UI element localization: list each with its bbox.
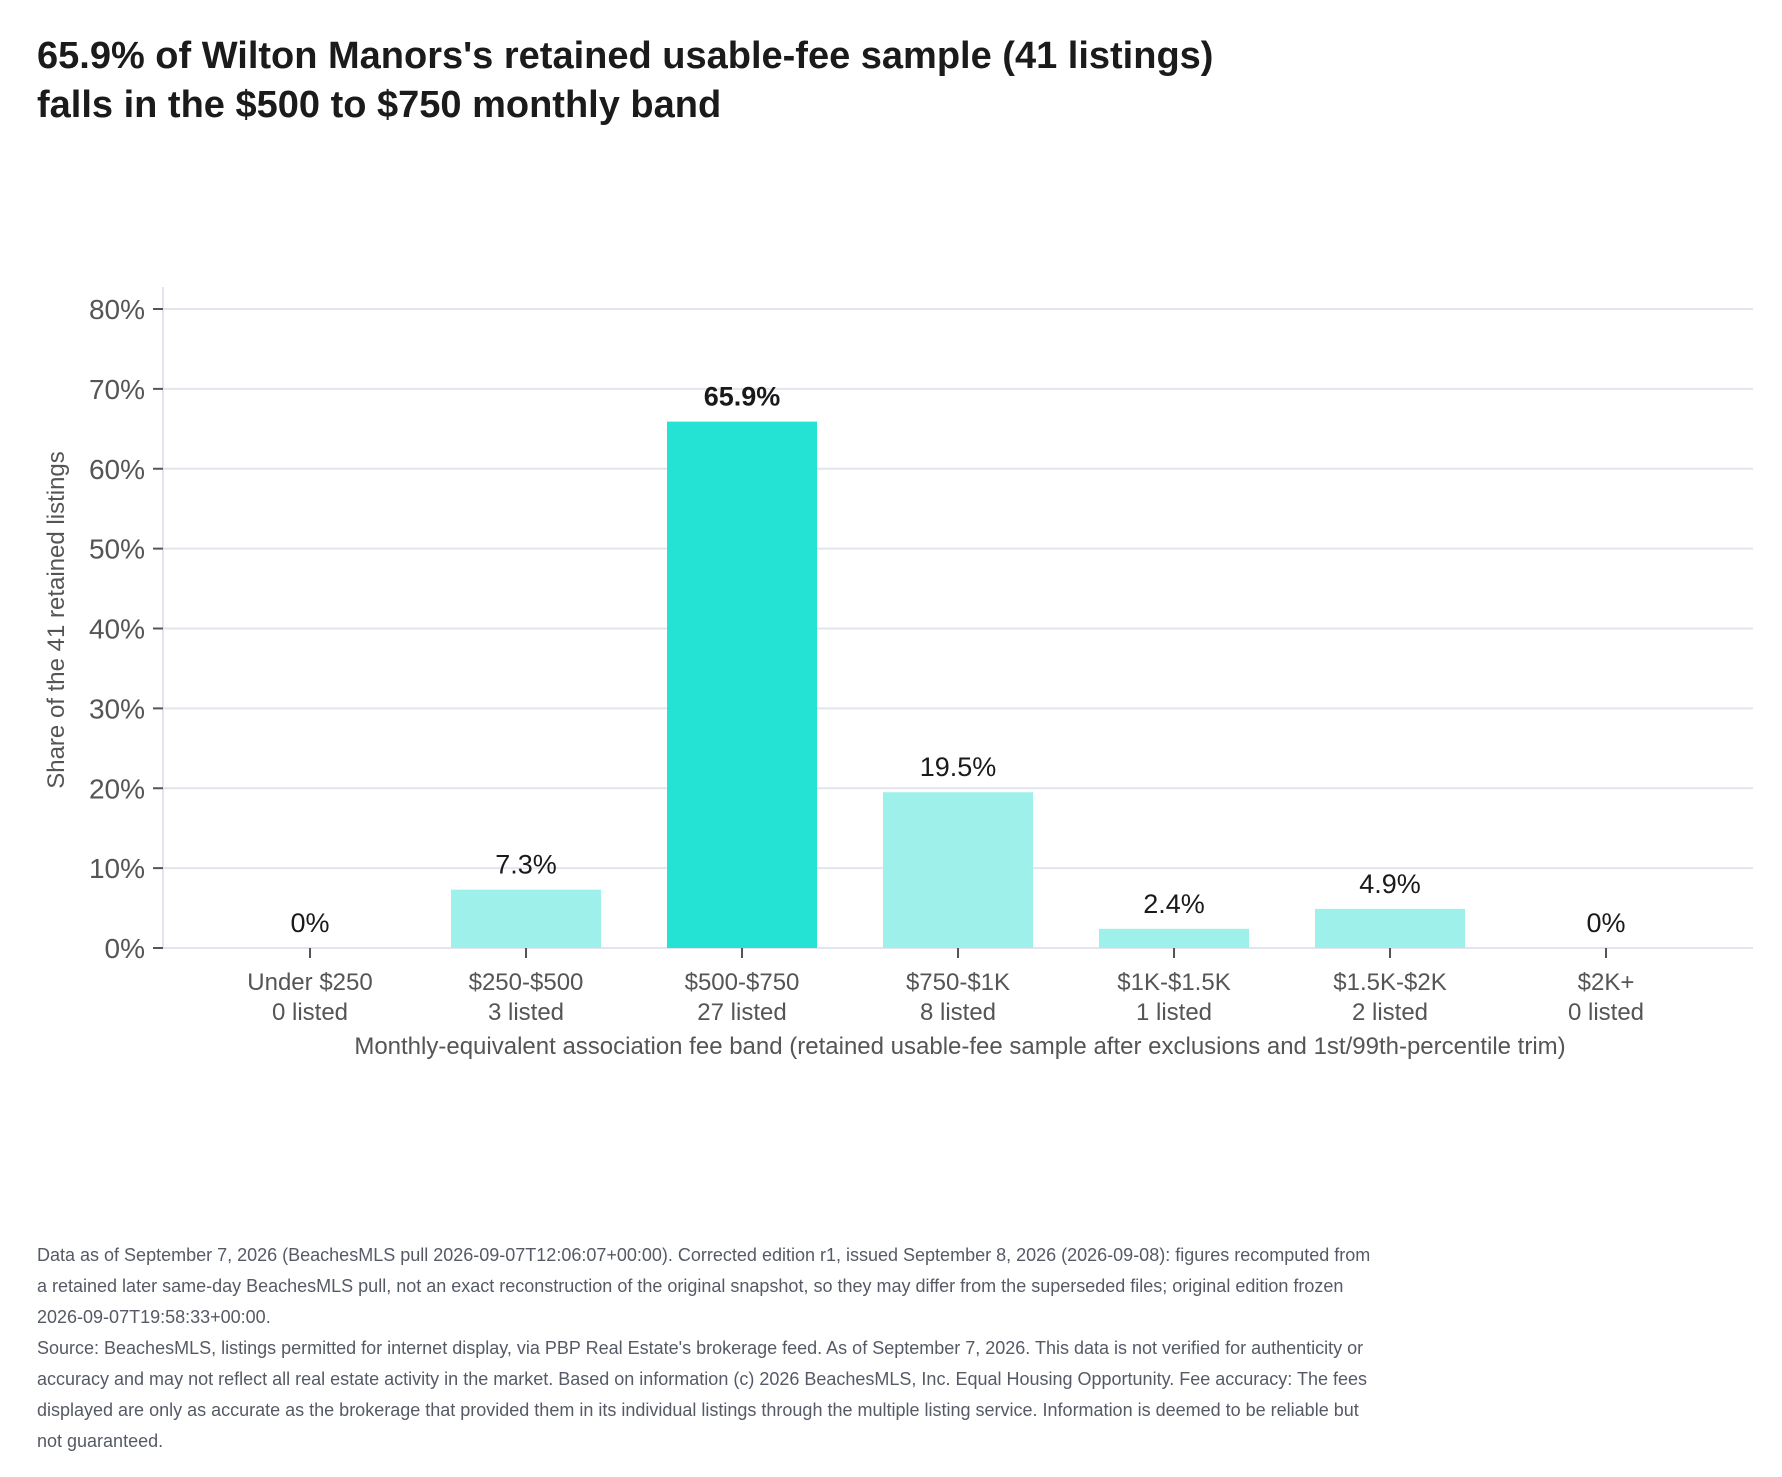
bar bbox=[451, 889, 601, 948]
bar-value-label: 19.5% bbox=[920, 752, 997, 782]
y-tick-label: 0% bbox=[105, 933, 145, 964]
source-note: Source: BeachesMLS, listings permitted f… bbox=[37, 1338, 1367, 1451]
x-tick-label: $1.5K-$2K bbox=[1333, 969, 1446, 996]
bar bbox=[1099, 928, 1249, 948]
y-tick-label: 40% bbox=[89, 614, 145, 645]
bar bbox=[1315, 908, 1465, 948]
chart-title: 65.9% of Wilton Manors's retained usable… bbox=[37, 32, 1437, 130]
y-tick-label: 10% bbox=[89, 853, 145, 884]
bar bbox=[667, 421, 817, 948]
x-tick-count: 8 listed bbox=[920, 999, 996, 1026]
y-tick-label: 60% bbox=[89, 454, 145, 485]
x-tick-count: 27 listed bbox=[697, 999, 786, 1026]
bar-value-label: 0% bbox=[1586, 908, 1625, 938]
x-tick-label: $500-$750 bbox=[685, 969, 800, 996]
y-tick-label: 20% bbox=[89, 773, 145, 804]
bars: 0% 7.3% 65.9% 19.5% 2.4% 4.9% 0% bbox=[290, 382, 1626, 948]
chart-title-line-2: falls in the $500 to $750 monthly band bbox=[37, 84, 722, 126]
bar-value-label: 2.4% bbox=[1143, 889, 1205, 919]
x-tick-count: 2 listed bbox=[1352, 999, 1428, 1026]
bar-chart: 0% 10% 20% 30% 40% 50% 60% 70% 80% 0% 7.3% 65.9% 19… bbox=[43, 287, 1753, 1060]
footnotes: Data as of September 7, 2026 (BeachesMLS… bbox=[37, 1240, 1382, 1457]
x-tick-count: 1 listed bbox=[1136, 999, 1212, 1026]
y-axis-title: Share of the 41 retained listings bbox=[43, 451, 70, 789]
x-tick-label: $2K+ bbox=[1578, 969, 1635, 996]
bar-value-label: 0% bbox=[290, 908, 329, 938]
y-tick-label: 80% bbox=[89, 294, 145, 325]
y-axis: 0% 10% 20% 30% 40% 50% 60% 70% 80% bbox=[89, 287, 164, 964]
bar bbox=[883, 792, 1033, 948]
gridlines bbox=[163, 308, 1753, 949]
y-tick-label: 50% bbox=[89, 534, 145, 565]
x-tick-count: 0 listed bbox=[272, 999, 348, 1026]
bar-value-label: 65.9% bbox=[704, 382, 781, 412]
x-tick-label: Under $250 bbox=[247, 969, 372, 996]
x-tick-count: 3 listed bbox=[488, 999, 564, 1026]
edition-note: Data as of September 7, 2026 (BeachesMLS… bbox=[37, 1245, 1371, 1327]
chart-title-line-1: 65.9% of Wilton Manors's retained usable… bbox=[37, 35, 1214, 77]
x-tick-label: $250-$500 bbox=[469, 969, 584, 996]
x-axis: Under $250 0 listed $250-$500 3 listed $500-… bbox=[247, 948, 1644, 1026]
bar-value-label: 4.9% bbox=[1359, 869, 1421, 899]
y-tick-label: 30% bbox=[89, 693, 145, 724]
x-tick-count: 0 listed bbox=[1568, 999, 1644, 1026]
y-tick-label: 70% bbox=[89, 374, 145, 405]
bar-value-label: 7.3% bbox=[495, 850, 557, 880]
x-tick-label: $1K-$1.5K bbox=[1117, 969, 1230, 996]
x-axis-title: Monthly-equivalent association fee band … bbox=[354, 1033, 1565, 1060]
x-tick-label: $750-$1K bbox=[906, 969, 1010, 996]
